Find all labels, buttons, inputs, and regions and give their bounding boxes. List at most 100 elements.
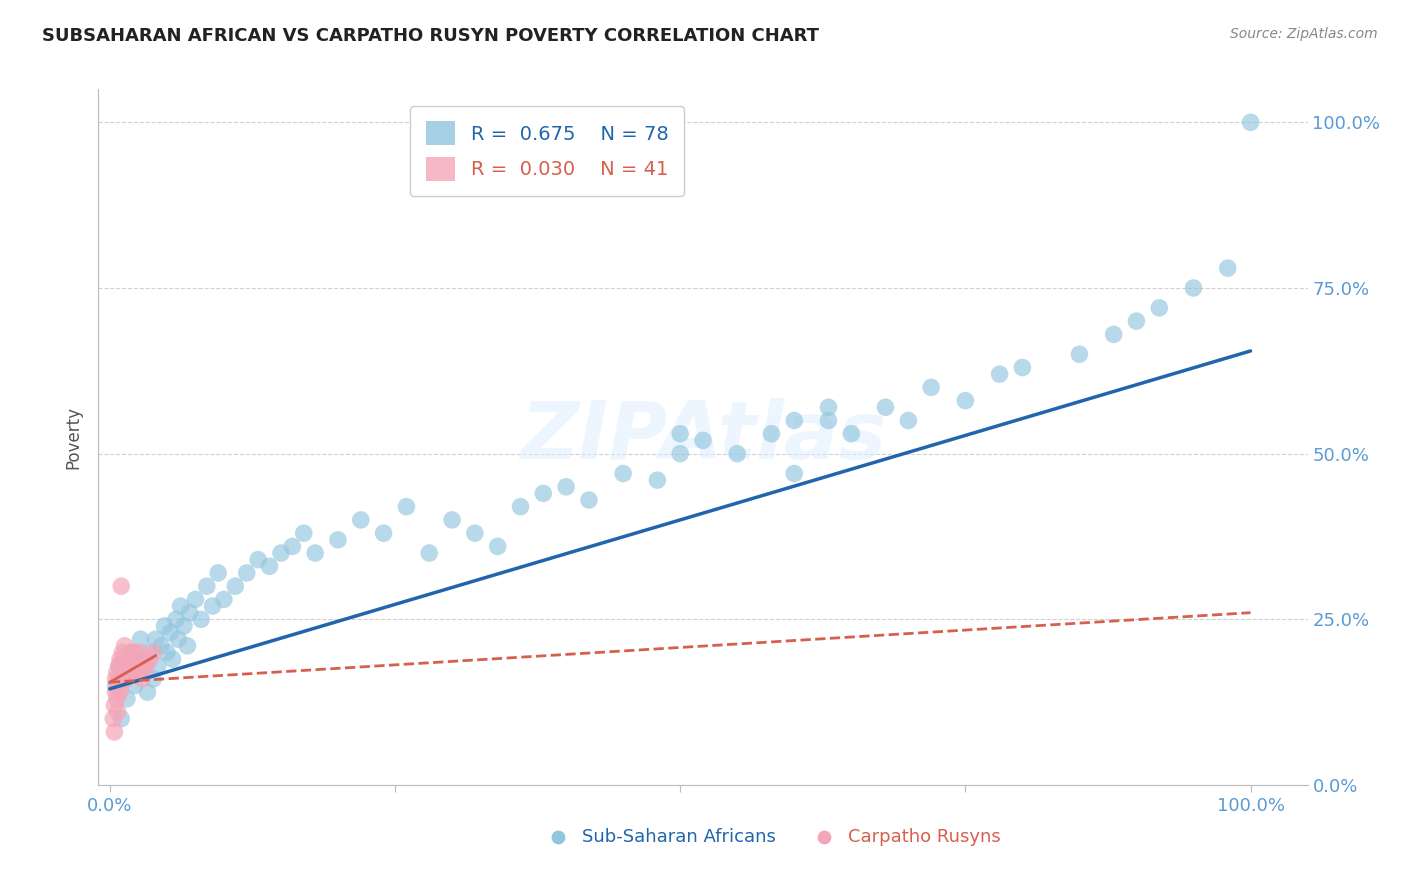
Point: [104, 685, 127, 699]
Point: [292, 526, 315, 541]
Point: [259, 559, 281, 574]
Point: [146, 658, 169, 673]
Point: [669, 447, 692, 461]
Point: [875, 401, 897, 415]
Point: [817, 401, 839, 415]
Point: [373, 526, 395, 541]
Point: [121, 665, 143, 680]
Point: [184, 592, 207, 607]
Point: [129, 658, 152, 673]
Point: [128, 645, 150, 659]
Point: [135, 658, 157, 673]
Point: [110, 665, 132, 680]
Point: [531, 486, 554, 500]
Point: [195, 579, 218, 593]
Point: [1149, 301, 1171, 315]
Point: [418, 546, 440, 560]
Point: [103, 712, 125, 726]
Point: [114, 639, 136, 653]
Point: [395, 500, 418, 514]
Point: [124, 645, 146, 659]
Point: [115, 691, 138, 706]
Point: [145, 632, 167, 647]
Point: [169, 599, 191, 613]
Point: [167, 632, 190, 647]
Point: [247, 552, 270, 566]
Point: [112, 665, 135, 680]
Point: [212, 592, 235, 607]
Point: [1216, 261, 1239, 276]
Point: [117, 665, 139, 680]
Point: [326, 533, 349, 547]
Point: [1069, 347, 1091, 361]
Point: [159, 625, 181, 640]
Point: [647, 473, 669, 487]
Point: [110, 679, 132, 693]
Point: [920, 380, 942, 394]
Point: [132, 658, 155, 673]
Point: [612, 467, 634, 481]
Point: [783, 467, 806, 481]
Point: [224, 579, 246, 593]
Point: [103, 698, 125, 713]
Point: [114, 658, 136, 673]
Point: [121, 658, 143, 673]
Point: [112, 652, 135, 666]
Point: [304, 546, 326, 560]
Point: [132, 665, 155, 680]
Point: [121, 645, 143, 659]
Point: [131, 672, 153, 686]
Point: [104, 679, 127, 693]
Point: [464, 526, 486, 541]
Point: [176, 639, 198, 653]
Point: [162, 652, 184, 666]
Point: [725, 447, 748, 461]
Point: [1239, 115, 1261, 129]
Point: [129, 632, 152, 647]
Point: [555, 480, 578, 494]
Point: [103, 725, 125, 739]
Point: [108, 685, 131, 699]
Point: [190, 612, 212, 626]
Point: [108, 658, 131, 673]
Point: [107, 705, 129, 719]
Text: SUBSAHARAN AFRICAN VS CARPATHO RUSYN POVERTY CORRELATION CHART: SUBSAHARAN AFRICAN VS CARPATHO RUSYN POV…: [42, 27, 820, 45]
Point: [139, 645, 162, 659]
Text: Sub-Saharan Africans: Sub-Saharan Africans: [582, 828, 776, 847]
Point: [142, 645, 165, 659]
Y-axis label: Poverty: Poverty: [65, 406, 83, 468]
Point: [669, 426, 692, 441]
Point: [350, 513, 373, 527]
Point: [486, 540, 509, 554]
Point: [127, 652, 149, 666]
Point: [783, 413, 806, 427]
Text: ZIPAtlas: ZIPAtlas: [520, 398, 886, 476]
Point: [173, 619, 195, 633]
Point: [108, 672, 131, 686]
Point: [112, 672, 135, 686]
Point: [125, 658, 148, 673]
Point: [783, 828, 806, 842]
Point: [105, 691, 128, 706]
Point: [1011, 360, 1033, 375]
Point: [955, 393, 977, 408]
Point: [692, 434, 714, 448]
Point: [179, 606, 201, 620]
Text: Source: ZipAtlas.com: Source: ZipAtlas.com: [1230, 27, 1378, 41]
Point: [153, 619, 176, 633]
Point: [105, 665, 128, 680]
Point: [988, 367, 1011, 381]
Point: [761, 426, 783, 441]
Text: Carpatho Rusyns: Carpatho Rusyns: [848, 828, 1001, 847]
Point: [110, 579, 132, 593]
Point: [120, 652, 142, 666]
Point: [156, 645, 179, 659]
Point: [235, 566, 257, 580]
Point: [1182, 281, 1205, 295]
Point: [270, 546, 292, 560]
Point: [136, 685, 159, 699]
Point: [111, 645, 134, 659]
Point: [897, 413, 920, 427]
Point: [111, 672, 134, 686]
Point: [201, 599, 224, 613]
